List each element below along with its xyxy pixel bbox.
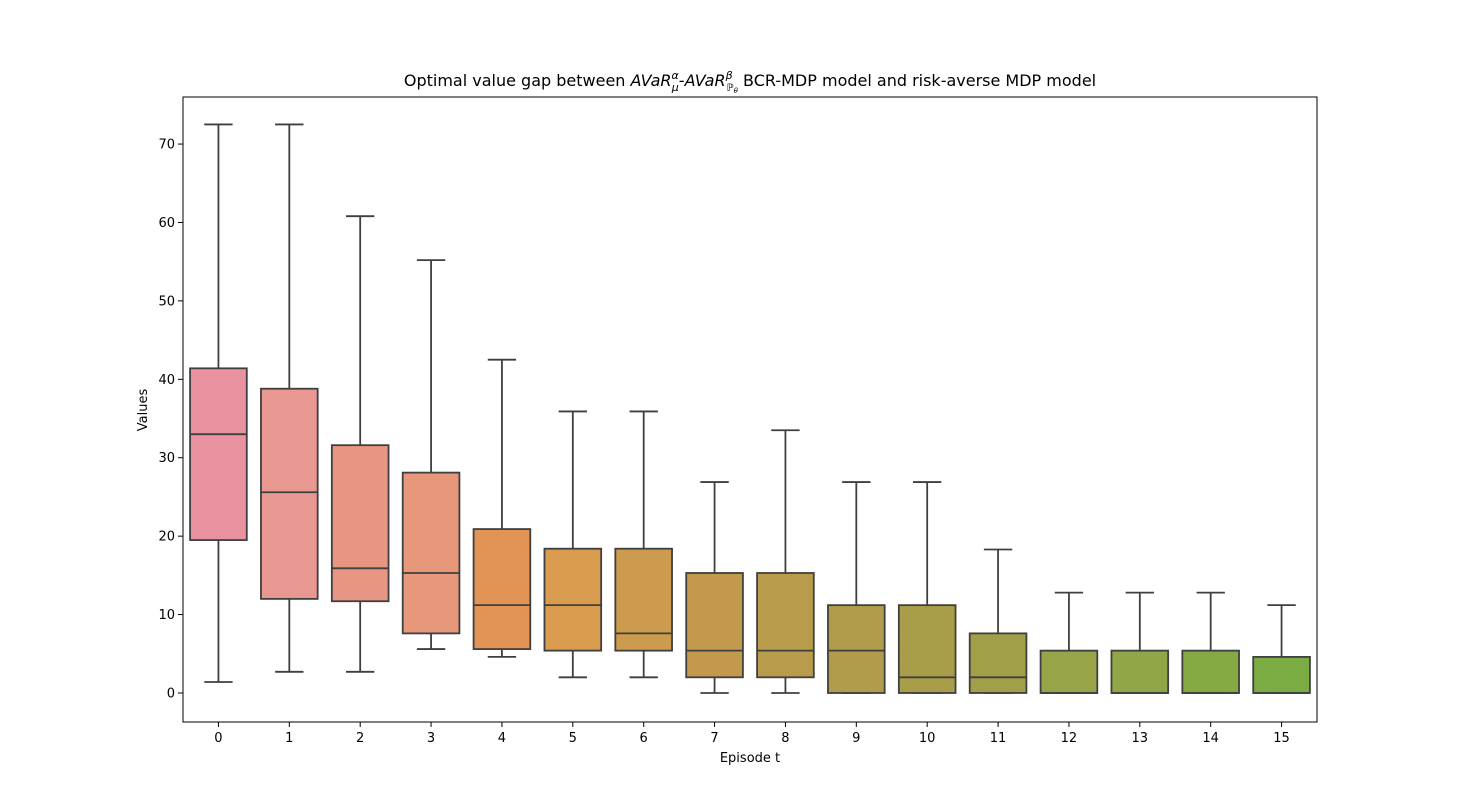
- x-tick-label: 3: [427, 731, 435, 746]
- iqr-box: [685, 572, 744, 679]
- plot-frame: [182, 96, 1318, 723]
- iqr-box: [472, 528, 532, 650]
- title-term2-sub-sub: θ: [734, 87, 739, 95]
- y-tick-label: 0: [167, 686, 175, 701]
- x-tick-label: 4: [498, 731, 506, 746]
- iqr-box: [189, 367, 248, 541]
- title-term1: AVaR: [630, 71, 672, 90]
- box-4: [472, 358, 532, 658]
- box-14: [1181, 591, 1240, 694]
- y-axis-title: Values: [136, 389, 151, 432]
- box-0: [189, 123, 248, 683]
- iqr-box: [1110, 649, 1170, 694]
- y-tick-label: 50: [158, 294, 175, 309]
- x-tick-label: 5: [569, 731, 577, 746]
- y-tick-label: 70: [158, 138, 175, 153]
- x-tick-label: 7: [710, 731, 718, 746]
- iqr-box: [1039, 649, 1099, 694]
- box-8: [756, 429, 815, 694]
- x-tick-label: 13: [1132, 731, 1149, 746]
- title-term1-sup: α: [672, 69, 680, 82]
- y-tick-label: 60: [158, 216, 175, 231]
- title-term1-sub: μ: [671, 81, 679, 94]
- x-tick-label: 2: [356, 731, 364, 746]
- title-term2: AVaR: [684, 71, 726, 90]
- iqr-box: [614, 547, 673, 652]
- iqr-box: [756, 572, 815, 679]
- box-1: [260, 123, 319, 673]
- x-tick-label: 9: [852, 731, 860, 746]
- iqr-box: [401, 471, 461, 635]
- x-axis-ticks: 0 1 2 3 4 5 6 7 8 9 10 11 12 13 14 15: [214, 722, 1290, 746]
- box-2: [330, 215, 390, 673]
- box-7: [685, 481, 744, 694]
- chart-title: Optimal value gap between AVaRα μ-AVaRβ ℙθ…: [404, 69, 1096, 95]
- x-tick-label: 12: [1061, 731, 1078, 746]
- box-9: [827, 481, 886, 694]
- box-3: [401, 259, 461, 650]
- box-series: [189, 123, 1311, 694]
- iqr-box: [330, 444, 390, 603]
- x-tick-label: 8: [781, 731, 789, 746]
- y-axis-ticks: 0 10 20 30 40 50 60 70: [158, 138, 183, 701]
- title-term2-sup: β: [725, 69, 733, 82]
- box-10: [897, 481, 957, 694]
- x-tick-label: 14: [1202, 731, 1219, 746]
- x-tick-label: 11: [990, 731, 1007, 746]
- y-tick-label: 20: [158, 530, 175, 545]
- x-tick-label: 10: [919, 731, 936, 746]
- iqr-box: [543, 547, 603, 652]
- title-term2-sub: ℙ: [727, 83, 734, 94]
- x-tick-label: 15: [1273, 731, 1290, 746]
- x-tick-label: 1: [285, 731, 293, 746]
- iqr-box: [260, 387, 319, 600]
- iqr-box: [897, 604, 957, 694]
- iqr-box: [1181, 649, 1240, 694]
- x-tick-label: 6: [640, 731, 648, 746]
- title-prefix: Optimal value gap between: [404, 71, 631, 90]
- iqr-box: [968, 632, 1028, 694]
- y-tick-label: 40: [158, 373, 175, 388]
- y-tick-label: 10: [158, 608, 175, 623]
- box-15: [1252, 604, 1311, 694]
- iqr-box: [827, 604, 886, 694]
- box-6: [614, 410, 673, 679]
- title-suffix: BCR-MDP model and risk-averse MDP model: [738, 71, 1096, 90]
- iqr-box: [1252, 656, 1311, 694]
- box-5: [543, 410, 603, 679]
- x-tick-label: 0: [214, 731, 222, 746]
- box-13: [1110, 591, 1170, 694]
- title-sep: -: [679, 71, 685, 90]
- box-11: [968, 548, 1028, 694]
- y-tick-label: 30: [158, 451, 175, 466]
- box-12: [1039, 591, 1099, 694]
- x-axis-title: Episode t: [720, 751, 780, 766]
